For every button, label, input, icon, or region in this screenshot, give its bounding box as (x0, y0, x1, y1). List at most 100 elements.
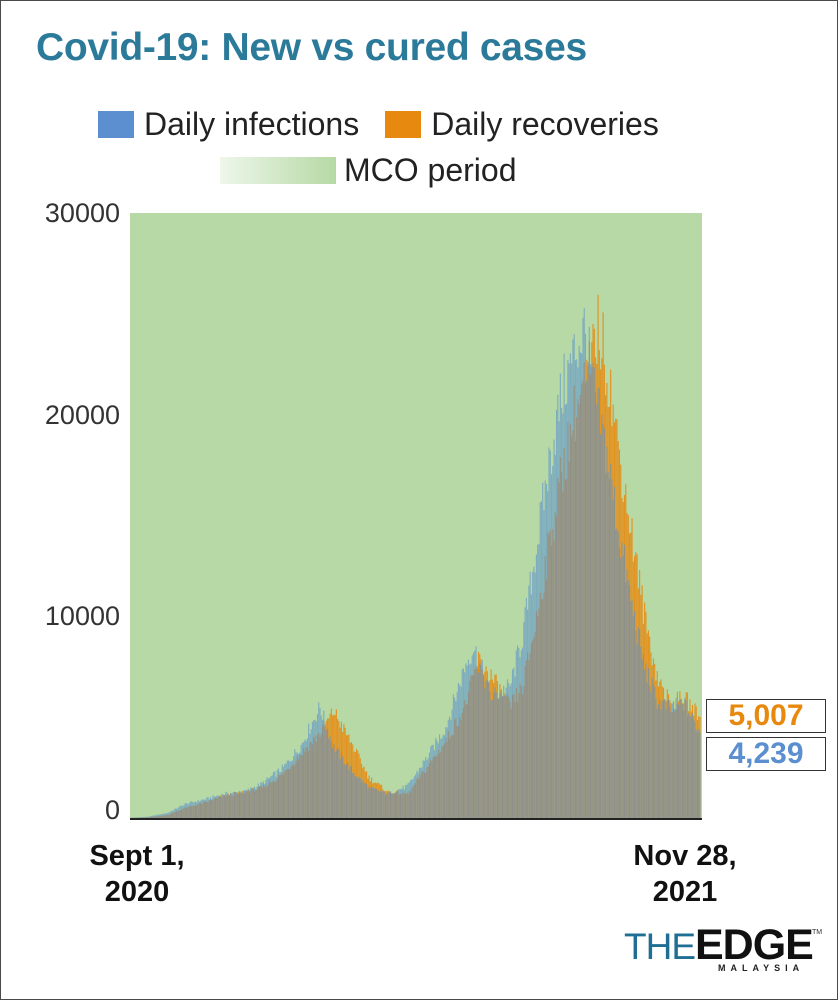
infections-bar (547, 491, 549, 818)
infections-bar (143, 816, 145, 818)
infections-bar (220, 796, 222, 818)
infections-bar (255, 788, 257, 818)
infections-bar (467, 659, 470, 818)
infections-bar (311, 721, 314, 818)
infections-bar (651, 677, 653, 818)
infections-bar (144, 816, 146, 818)
infections-bar (620, 557, 622, 818)
infections-bar (496, 699, 498, 818)
infections-bar (358, 776, 360, 818)
infections-bar (426, 759, 428, 818)
infections-bar (519, 657, 521, 818)
infections-bar (573, 334, 575, 818)
infections-bar (345, 764, 347, 818)
infections-bar (550, 474, 553, 818)
infections-bar (199, 800, 202, 818)
infections-bar (227, 794, 229, 818)
infections-bar (627, 579, 629, 818)
infections-bar (321, 719, 324, 818)
infections-bar (140, 817, 142, 818)
infections-bar (386, 794, 388, 818)
infections-bar (518, 647, 520, 818)
infections-bar (304, 739, 306, 818)
infections-bar (154, 815, 156, 818)
infections-bar (494, 687, 496, 818)
infections-bar (357, 778, 359, 818)
infections-bar (335, 750, 337, 818)
infections-bar (428, 752, 431, 818)
infections-bar (257, 783, 259, 818)
infections-bar (313, 720, 315, 818)
infections-bar (656, 709, 658, 818)
infections-bar (343, 763, 345, 818)
infections-bar (622, 555, 624, 818)
infections-bar (240, 791, 242, 818)
infections-bar (489, 691, 491, 818)
infections-bar (676, 703, 678, 818)
infections-bar (641, 659, 643, 818)
infections-bar (325, 730, 327, 818)
infections-bar (245, 790, 247, 818)
infections-bar (212, 795, 214, 818)
infections-bar (413, 776, 415, 818)
infections-bar (579, 352, 582, 818)
infections-bar (425, 756, 427, 818)
infections-bar (586, 380, 588, 818)
infections-bar (675, 698, 677, 818)
infections-bar (196, 802, 198, 818)
infections-bar (402, 785, 404, 818)
infections-bar (483, 676, 485, 818)
infections-bar (374, 788, 376, 818)
infections-bar (576, 359, 578, 818)
infections-bar (352, 772, 354, 818)
infections-bar (469, 664, 471, 818)
infections-bar (597, 387, 599, 818)
infections-bar (301, 742, 303, 818)
infections-bar (444, 735, 446, 818)
infections-bar (438, 734, 441, 818)
infections-bar (165, 813, 168, 818)
infections-bar (690, 716, 692, 818)
infections-bar (600, 434, 602, 818)
infections-bar (485, 681, 487, 818)
infections-bar (520, 650, 522, 818)
infections-bar (238, 792, 241, 818)
infections-bar (237, 793, 239, 818)
infections-bar (661, 701, 663, 818)
infections-bar (381, 791, 383, 818)
legend-label-infections: Daily infections (144, 106, 360, 142)
infections-bar (562, 413, 564, 818)
infections-bar (476, 665, 478, 818)
infections-bar (530, 594, 532, 818)
infections-bar (148, 816, 150, 818)
infections-bar (236, 792, 238, 818)
infections-bar (348, 770, 350, 818)
infections-bar (184, 803, 186, 818)
infections-bar (150, 815, 152, 818)
infections-bar (493, 692, 495, 818)
infections-bar (294, 749, 296, 818)
infections-bar (481, 660, 483, 818)
infections-bar (315, 721, 317, 818)
infections-bar (539, 502, 541, 818)
infections-bar (420, 767, 422, 818)
infections-bar (359, 778, 361, 818)
infections-bar (451, 709, 453, 818)
infections-bar (291, 760, 293, 818)
infections-bar (495, 692, 497, 818)
infections-bar (265, 779, 267, 818)
infections-bar (169, 811, 171, 818)
infections-bar (266, 777, 268, 818)
infections-bar (632, 615, 634, 818)
infections-bar (261, 782, 263, 818)
infections-bar (187, 804, 189, 818)
infections-bar (577, 367, 579, 818)
infections-bar (182, 806, 184, 818)
infections-bar (310, 729, 312, 818)
infections-bar (423, 760, 425, 818)
infections-bar (208, 799, 210, 818)
infections-bar (397, 789, 399, 818)
infections-bar (601, 414, 603, 818)
infections-bar (207, 797, 209, 818)
